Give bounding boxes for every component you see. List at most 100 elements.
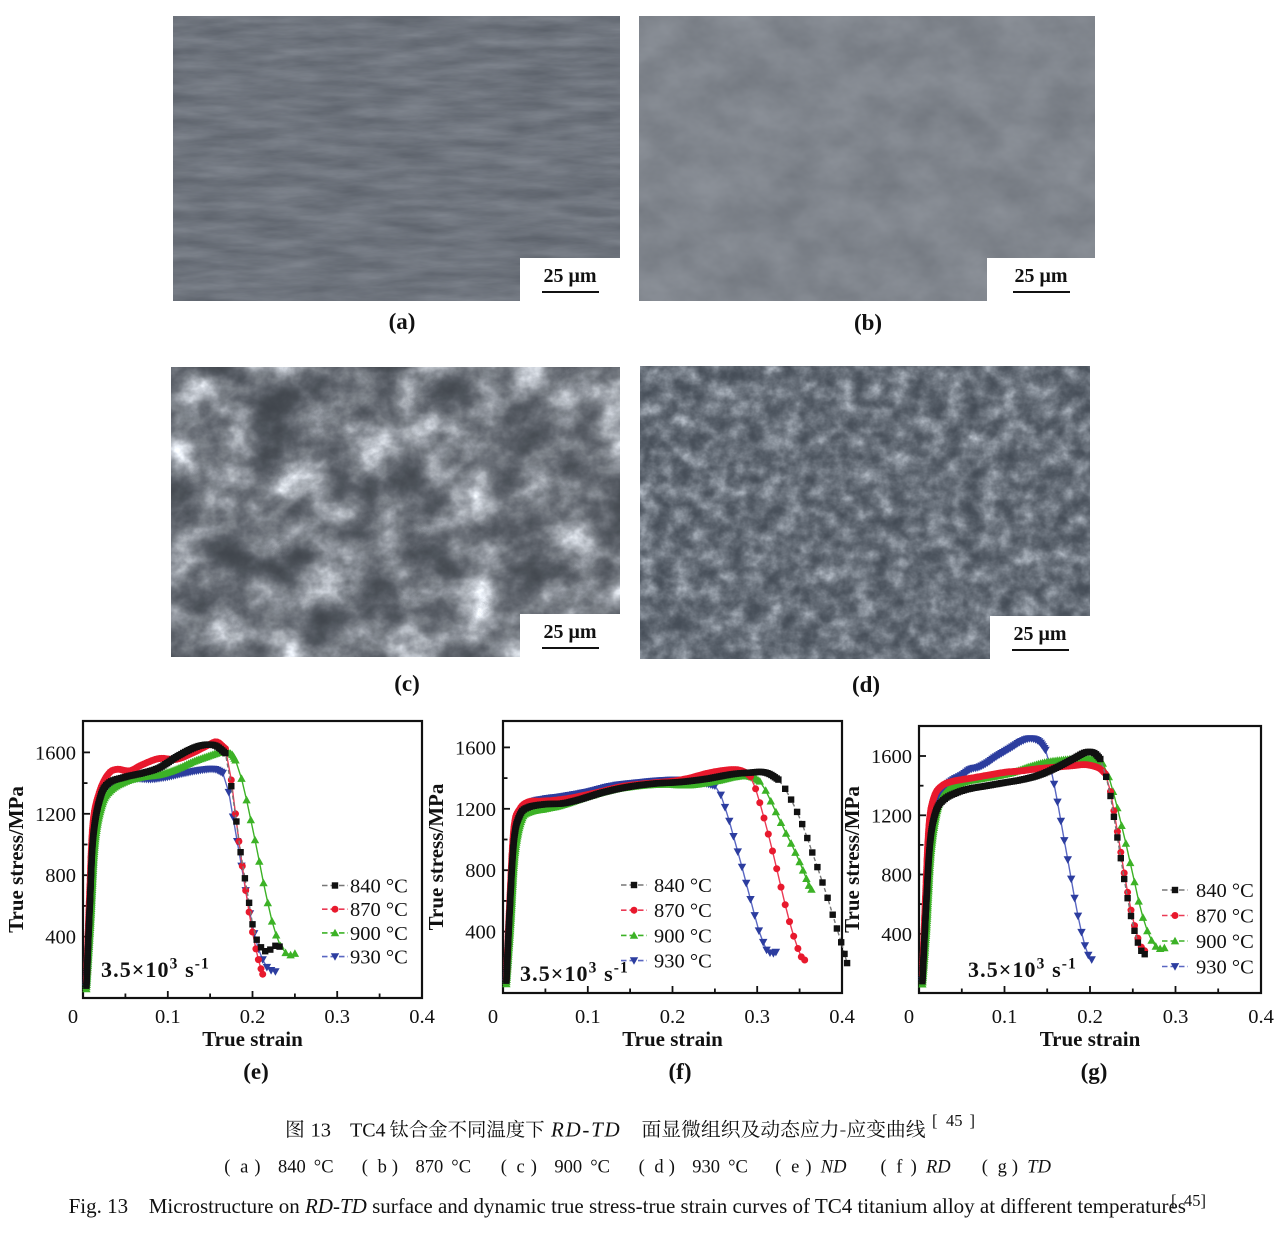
svg-text:[: [ (1171, 1191, 1177, 1210)
svg-text:0.1: 0.1 (575, 1006, 601, 1028)
svg-text:TC4: TC4 (350, 1119, 386, 1141)
svg-text:d: d (654, 1157, 664, 1177)
svg-text:900 °C: 900 °C (350, 923, 408, 945)
svg-text:ND: ND (820, 1157, 847, 1177)
svg-text:(: ( (224, 1157, 230, 1177)
svg-text:840 °C: 840 °C (1196, 880, 1254, 902)
svg-text:840 °C: 840 °C (350, 876, 408, 898)
svg-text:True stress/MPa: True stress/MPa (424, 783, 448, 930)
svg-text:0: 0 (68, 1006, 78, 1028)
svg-text:0.1: 0.1 (992, 1006, 1018, 1028)
svg-text:1200: 1200 (871, 805, 912, 827)
svg-text:870: 870 (416, 1157, 444, 1177)
svg-text:]: ] (1201, 1191, 1207, 1210)
svg-text:870 °C: 870 °C (350, 899, 408, 921)
svg-text:800: 800 (45, 865, 76, 887)
svg-text:True strain: True strain (622, 1027, 723, 1051)
svg-text:930: 930 (692, 1157, 720, 1177)
svg-text:): ) (392, 1157, 398, 1177)
svg-text:930 °C: 930 °C (654, 951, 712, 973)
svg-text:g: g (998, 1157, 1007, 1177)
svg-text:800: 800 (465, 860, 496, 882)
svg-text:(b): (b) (854, 310, 882, 335)
svg-text:0.2: 0.2 (1077, 1006, 1103, 1028)
svg-text:900 °C: 900 °C (654, 925, 712, 947)
svg-text:45: 45 (1184, 1191, 1201, 1210)
svg-text:(d): (d) (852, 672, 880, 697)
svg-text:25 μm: 25 μm (1015, 265, 1068, 287)
svg-text:900: 900 (554, 1157, 582, 1177)
svg-text:1600: 1600 (35, 742, 76, 764)
svg-text:13: 13 (311, 1119, 332, 1141)
svg-text:°C: °C (728, 1157, 748, 1177)
svg-text:°C: °C (590, 1157, 610, 1177)
svg-text:840 °C: 840 °C (654, 875, 712, 897)
svg-text:25 μm: 25 μm (1014, 623, 1067, 645)
svg-text:400: 400 (465, 922, 496, 944)
svg-text:1600: 1600 (871, 746, 912, 768)
svg-text:[: [ (932, 1111, 938, 1130)
svg-text:(f): (f) (669, 1059, 692, 1084)
svg-text:True stress/MPa: True stress/MPa (840, 786, 864, 933)
svg-text:1200: 1200 (35, 804, 76, 826)
svg-text:f: f (896, 1157, 903, 1177)
svg-text:(: ( (639, 1157, 645, 1177)
svg-text:0.4: 0.4 (409, 1006, 435, 1028)
svg-text:b: b (378, 1157, 387, 1177)
svg-text:3.5×103 s-1: 3.5×103 s-1 (968, 956, 1077, 983)
svg-text:3.5×103 s-1: 3.5×103 s-1 (520, 960, 629, 987)
svg-text:0: 0 (904, 1006, 914, 1028)
svg-text:(: ( (362, 1157, 368, 1177)
svg-text:1200: 1200 (455, 799, 496, 821)
svg-text:a: a (240, 1157, 248, 1177)
svg-text:True strain: True strain (1040, 1027, 1141, 1051)
svg-text:0.3: 0.3 (744, 1006, 770, 1028)
svg-text:0.2: 0.2 (240, 1006, 266, 1028)
svg-text:0.2: 0.2 (660, 1006, 686, 1028)
svg-text:True strain: True strain (202, 1027, 303, 1051)
svg-text:1600: 1600 (455, 737, 496, 759)
svg-text:870 °C: 870 °C (1196, 906, 1254, 928)
svg-text:0.4: 0.4 (1248, 1006, 1274, 1028)
svg-text:25 μm: 25 μm (544, 265, 597, 287)
svg-text:): ) (1012, 1157, 1018, 1177)
svg-text:400: 400 (45, 927, 76, 949)
svg-text:°C: °C (314, 1157, 334, 1177)
svg-text:): ) (911, 1157, 917, 1177)
svg-text:840: 840 (278, 1157, 306, 1177)
svg-text:800: 800 (881, 865, 912, 887)
svg-text:(: ( (501, 1157, 507, 1177)
svg-text:(c): (c) (394, 671, 420, 696)
svg-text:): ) (805, 1157, 811, 1177)
svg-text:400: 400 (881, 924, 912, 946)
svg-text:0.1: 0.1 (155, 1006, 181, 1028)
svg-text:RD-TD: RD-TD (550, 1117, 621, 1141)
svg-text:(g): (g) (1081, 1059, 1108, 1084)
svg-text:c: c (517, 1157, 525, 1177)
svg-text:(e): (e) (243, 1059, 269, 1084)
svg-text:870 °C: 870 °C (654, 900, 712, 922)
svg-text:0: 0 (488, 1006, 498, 1028)
svg-text:(: ( (881, 1157, 887, 1177)
svg-text:(a): (a) (389, 309, 416, 334)
svg-text:900 °C: 900 °C (1196, 931, 1254, 953)
svg-text:): ) (531, 1157, 537, 1177)
svg-text:°C: °C (451, 1157, 471, 1177)
svg-text:930 °C: 930 °C (350, 947, 408, 969)
svg-text:0.4: 0.4 (829, 1006, 855, 1028)
svg-text:Fig. 13: Fig. 13 (69, 1194, 129, 1218)
svg-text:930 °C: 930 °C (1196, 957, 1254, 979)
svg-text:45: 45 (946, 1111, 963, 1130)
svg-text:0.3: 0.3 (1163, 1006, 1189, 1028)
svg-text:25 μm: 25 μm (544, 621, 597, 643)
svg-text:0.3: 0.3 (324, 1006, 350, 1028)
svg-text:TD: TD (1027, 1157, 1051, 1177)
svg-text:(: ( (775, 1157, 781, 1177)
svg-text:]: ] (970, 1111, 976, 1130)
svg-text:(: ( (982, 1157, 988, 1177)
svg-text:): ) (669, 1157, 675, 1177)
svg-text:e: e (791, 1157, 799, 1177)
svg-text:True stress/MPa: True stress/MPa (4, 786, 28, 933)
svg-text:RD: RD (925, 1157, 951, 1177)
svg-text:Microstructure on RD-TD surfac: Microstructure on RD-TD surface and dyna… (149, 1194, 1186, 1218)
